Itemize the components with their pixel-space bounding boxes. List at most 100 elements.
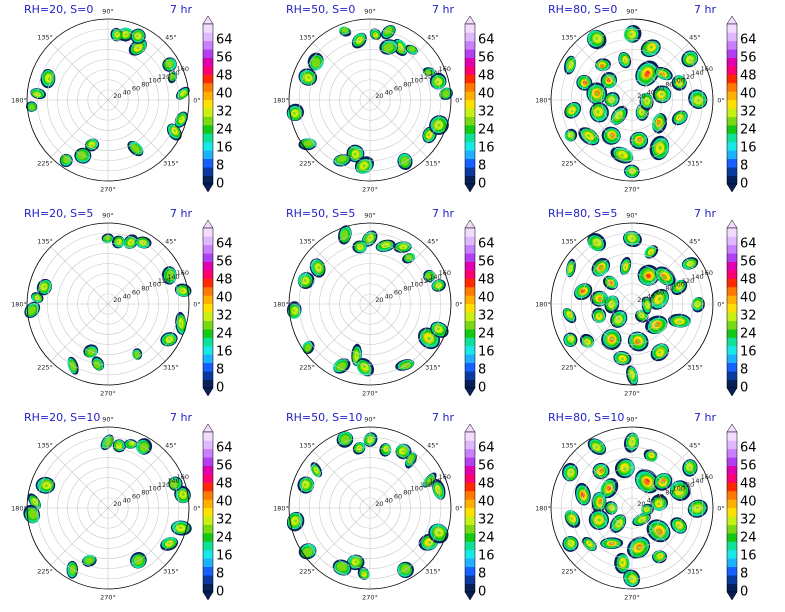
colorbar-level [465, 533, 475, 542]
rain-cell [310, 462, 323, 478]
colorbar-tick-label: 64 [216, 440, 233, 456]
colorbar-level [727, 253, 737, 262]
angular-tick-label: 270° [100, 594, 116, 602]
radial-tick-label: 40 [385, 88, 393, 96]
colorbar-tick-label: 40 [478, 494, 495, 510]
colorbar-level [727, 457, 737, 466]
colorbar-level [203, 261, 213, 271]
colorbar-tick-label: 16 [478, 140, 495, 156]
rain-cell-layer [294, 519, 298, 523]
colorbar-tick-label: 16 [216, 344, 233, 360]
colorbar-tick-label: 16 [478, 344, 495, 360]
colorbar-tick-label: 32 [740, 104, 757, 120]
colorbar-tick-label: 56 [216, 458, 233, 474]
radial-tick-label: 20 [375, 296, 383, 304]
radial-tick-label: 160 [701, 269, 713, 277]
panel-time-label: 7 hr [170, 411, 192, 424]
rain-cell-layer [166, 270, 175, 281]
colorbar-level [465, 524, 475, 534]
rain-cell [645, 315, 668, 335]
angular-tick-label: 135° [561, 238, 577, 246]
colorbar-tick-label: 56 [740, 458, 757, 474]
rain-cell [671, 279, 688, 296]
colorbar-level [203, 32, 213, 42]
radial-tick-label: 40 [385, 496, 393, 504]
radial-tick-label: 60 [394, 288, 402, 296]
colorbar-tick-label: 40 [478, 290, 495, 306]
rain-cell [286, 301, 302, 319]
rain-cell-layer [303, 139, 314, 147]
colorbar-level [727, 40, 737, 50]
colorbar-ticks: 0 8 16 24 32 40 48 56 64 [740, 0, 784, 204]
rain-cell-layer [292, 111, 296, 115]
colorbar-extend-bottom [464, 387, 476, 397]
colorbar-level [203, 448, 213, 458]
rain-cell-layer [28, 509, 38, 520]
angular-gridline [574, 450, 633, 509]
rain-cell-layer [336, 362, 347, 371]
angular-gridline [574, 42, 633, 101]
rain-cell-layer [436, 327, 440, 331]
rain-cell [132, 348, 143, 360]
polar-outline [288, 426, 452, 590]
colorbar-tick-label: 32 [478, 104, 495, 120]
colorbar-level [203, 167, 213, 176]
colorbar-tick-label: 40 [216, 86, 233, 102]
rain-cell [641, 503, 654, 515]
colorbar-level [727, 362, 737, 372]
rain-cell [167, 71, 177, 84]
colorbar-tick-label: 32 [216, 104, 233, 120]
colorbar-level [465, 116, 475, 126]
angular-gridline [631, 42, 690, 101]
radial-tick-label: 80 [665, 81, 673, 89]
radial-tick-label: 20 [637, 296, 645, 304]
colorbar-level [203, 549, 213, 559]
rain-cell-layer [69, 361, 77, 371]
radial-tick-label: 140 [691, 477, 703, 485]
radial-tick-label: 120 [420, 73, 432, 81]
colorbar [464, 219, 476, 397]
colorbar-level [727, 167, 737, 176]
angular-gridline [107, 303, 166, 362]
polar-outline [26, 18, 190, 182]
rain-cell-layer [659, 554, 662, 557]
rain-cell-layer [696, 98, 700, 102]
colorbar-level [465, 490, 475, 500]
rain-cell-layer [609, 134, 613, 137]
colorbar-tick-label: 48 [216, 272, 233, 288]
colorbar-level [203, 345, 213, 355]
colorbar-level [727, 150, 737, 160]
rain-cell [336, 431, 354, 448]
rain-cell [35, 476, 56, 494]
angular-gridline [107, 246, 166, 305]
colorbar-ticks: 0 8 16 24 32 40 48 56 64 [216, 204, 260, 408]
radial-tick-label: 120 [682, 481, 694, 489]
panel-title: RH=20, S=0 [24, 3, 94, 16]
angular-tick-label: 270° [362, 594, 378, 602]
colorbar-tick-label: 64 [478, 236, 495, 252]
colorbar-level [727, 278, 737, 288]
rain-cell-layer [116, 240, 119, 243]
colorbar-ticks: 0 8 16 24 32 40 48 56 64 [740, 204, 784, 408]
rain-cell-layer [597, 518, 601, 522]
rain-cell-layer [621, 560, 624, 565]
rain-cell [332, 559, 352, 576]
radial-tick-label: 80 [665, 489, 673, 497]
colorbar-level [203, 74, 213, 84]
rain-cell-layer [337, 155, 347, 163]
rain-cell-layer [601, 63, 604, 66]
colorbar-level [465, 236, 475, 246]
polar-outline [550, 18, 714, 182]
rain-cell [25, 101, 38, 112]
rain-cell [610, 146, 634, 164]
angular-tick-label: 90° [364, 416, 376, 424]
colorbar-level [727, 499, 737, 509]
polar-outline [26, 426, 190, 590]
colorbar-level [727, 99, 737, 109]
colorbar-level [727, 549, 737, 559]
rain-cell [634, 469, 660, 494]
colorbar-level [727, 261, 737, 271]
colorbar-level [727, 270, 737, 279]
rain-cell [128, 38, 147, 56]
rain-cell-layer [657, 121, 660, 125]
